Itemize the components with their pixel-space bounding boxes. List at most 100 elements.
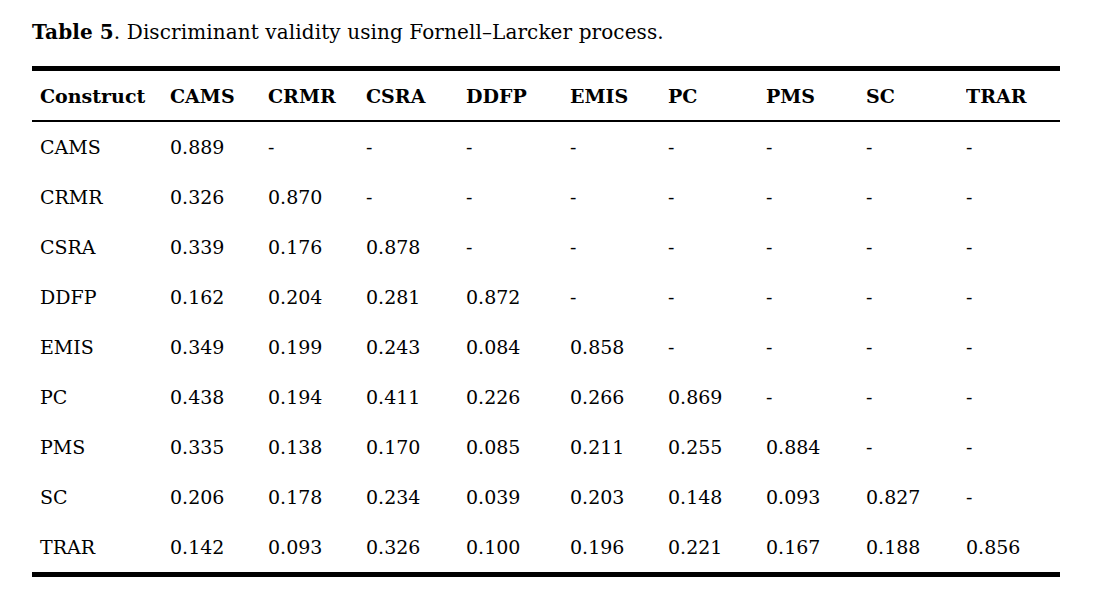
table-caption: Table 5. Discriminant validity using For… — [32, 18, 1062, 46]
table-cell: - — [866, 272, 966, 322]
table-row: SC0.2060.1780.2340.0390.2030.1480.0930.8… — [32, 472, 1060, 522]
table-cell: 0.211 — [570, 422, 668, 472]
table-cell: - — [866, 172, 966, 222]
row-header-construct: CSRA — [32, 222, 170, 272]
table-cell: - — [966, 222, 1060, 272]
table-cell: 0.266 — [570, 372, 668, 422]
table-cell: - — [966, 322, 1060, 372]
fornell-larcker-table: Construct CAMS CRMR CSRA DDFP EMIS PC PM… — [32, 66, 1060, 577]
page: Table 5. Discriminant validity using For… — [0, 0, 1094, 577]
table-row: PC0.4380.1940.4110.2260.2660.869--- — [32, 372, 1060, 422]
table-row: CRMR0.3260.870------- — [32, 172, 1060, 222]
column-header-pc: PC — [668, 69, 766, 122]
row-header-construct: PMS — [32, 422, 170, 472]
table-row: CSRA0.3390.1760.878------ — [32, 222, 1060, 272]
table-cell: 0.138 — [268, 422, 366, 472]
table-body: CAMS0.889--------CRMR0.3260.870-------CS… — [32, 121, 1060, 575]
column-header-sc: SC — [866, 69, 966, 122]
row-header-construct: CAMS — [32, 121, 170, 172]
table-cell: - — [766, 372, 866, 422]
column-header-crmr: CRMR — [268, 69, 366, 122]
table-cell: 0.438 — [170, 372, 268, 422]
row-header-construct: DDFP — [32, 272, 170, 322]
table-cell: - — [570, 172, 668, 222]
table-row: TRAR0.1420.0930.3260.1000.1960.2210.1670… — [32, 522, 1060, 575]
row-header-construct: TRAR — [32, 522, 170, 575]
table-cell: - — [866, 121, 966, 172]
table-cell: - — [866, 372, 966, 422]
table-cell: 0.085 — [466, 422, 570, 472]
table-cell: 0.869 — [668, 372, 766, 422]
table-cell: - — [866, 422, 966, 472]
table-row: CAMS0.889-------- — [32, 121, 1060, 172]
table-cell: 0.335 — [170, 422, 268, 472]
table-cell: 0.178 — [268, 472, 366, 522]
table-cell: - — [668, 172, 766, 222]
table-cell: - — [966, 172, 1060, 222]
table-cell: 0.221 — [668, 522, 766, 575]
table-cell: - — [766, 222, 866, 272]
row-header-construct: SC — [32, 472, 170, 522]
table-cell: - — [466, 172, 570, 222]
table-cell: - — [966, 372, 1060, 422]
table-cell: 0.870 — [268, 172, 366, 222]
table-cell: - — [966, 272, 1060, 322]
table-cell: 0.878 — [366, 222, 466, 272]
table-cell: 0.203 — [570, 472, 668, 522]
table-cell: 0.856 — [966, 522, 1060, 575]
column-header-cams: CAMS — [170, 69, 268, 122]
table-cell: 0.194 — [268, 372, 366, 422]
table-cell: 0.339 — [170, 222, 268, 272]
table-cell: - — [766, 172, 866, 222]
table-cell: 0.226 — [466, 372, 570, 422]
table-cell: 0.084 — [466, 322, 570, 372]
table-cell: 0.858 — [570, 322, 668, 372]
table-cell: - — [268, 121, 366, 172]
header-row: Construct CAMS CRMR CSRA DDFP EMIS PC PM… — [32, 69, 1060, 122]
table-caption-label: Table 5 — [32, 20, 114, 44]
table-cell: 0.889 — [170, 121, 268, 172]
table-cell: 0.255 — [668, 422, 766, 472]
row-header-construct: CRMR — [32, 172, 170, 222]
table-cell: - — [966, 121, 1060, 172]
table-cell: 0.234 — [366, 472, 466, 522]
table-cell: - — [570, 272, 668, 322]
table-cell: 0.093 — [268, 522, 366, 575]
row-header-construct: EMIS — [32, 322, 170, 372]
table-cell: - — [668, 222, 766, 272]
table-cell: 0.162 — [170, 272, 268, 322]
table-cell: 0.199 — [268, 322, 366, 372]
table-cell: 0.100 — [466, 522, 570, 575]
table-cell: 0.827 — [866, 472, 966, 522]
table-cell: - — [366, 172, 466, 222]
row-header-construct: PC — [32, 372, 170, 422]
table-cell: - — [366, 121, 466, 172]
table-caption-text: . Discriminant validity using Fornell–La… — [114, 20, 664, 44]
table-row: EMIS0.3490.1990.2430.0840.858---- — [32, 322, 1060, 372]
table-cell: 0.142 — [170, 522, 268, 575]
column-header-construct: Construct — [32, 69, 170, 122]
table-cell: 0.196 — [570, 522, 668, 575]
table-cell: - — [570, 121, 668, 172]
table-cell: 0.176 — [268, 222, 366, 272]
table-cell: - — [966, 472, 1060, 522]
table-cell: - — [966, 422, 1060, 472]
table-cell: - — [766, 322, 866, 372]
table-cell: - — [866, 222, 966, 272]
table-cell: 0.148 — [668, 472, 766, 522]
table-cell: 0.281 — [366, 272, 466, 322]
table-cell: 0.167 — [766, 522, 866, 575]
table-cell: 0.039 — [466, 472, 570, 522]
table-cell: 0.170 — [366, 422, 466, 472]
table-cell: - — [466, 222, 570, 272]
table-cell: 0.188 — [866, 522, 966, 575]
table-cell: - — [766, 121, 866, 172]
table-cell: - — [668, 272, 766, 322]
table-cell: 0.326 — [366, 522, 466, 575]
table-cell: 0.243 — [366, 322, 466, 372]
table-cell: - — [766, 272, 866, 322]
column-header-csra: CSRA — [366, 69, 466, 122]
column-header-trar: TRAR — [966, 69, 1060, 122]
column-header-pms: PMS — [766, 69, 866, 122]
table-cell: - — [668, 121, 766, 172]
